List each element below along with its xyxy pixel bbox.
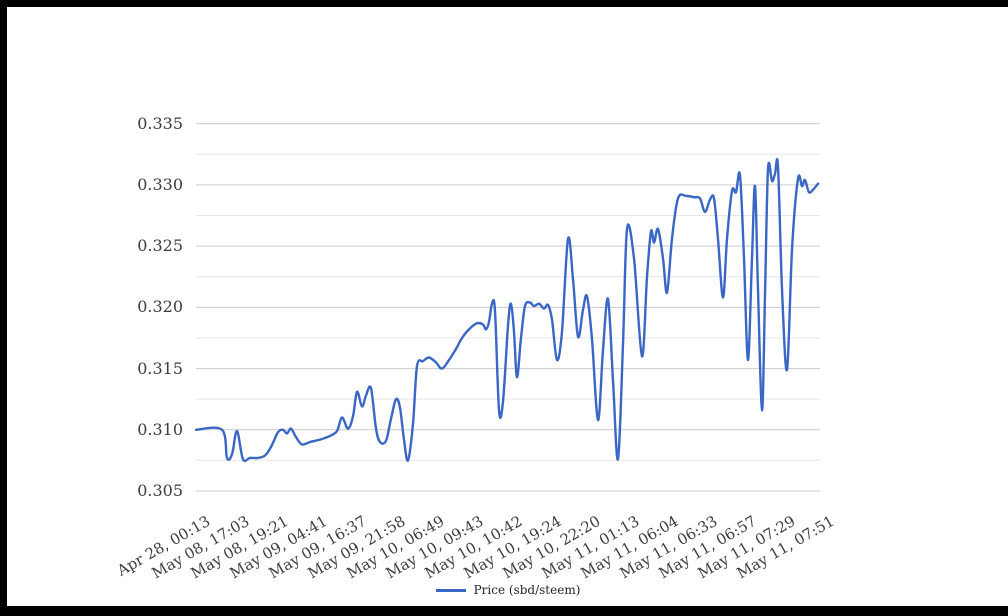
y-tick-label: 0.310 [137,419,183,439]
price-series-line [194,158,820,463]
chart-legend: Price (sbd/steem) [196,583,820,597]
y-tick-label: 0.335 [137,113,183,133]
y-tick-label: 0.325 [137,236,183,256]
price-line-chart [194,123,820,492]
chart-paper: 0.305 0.310 0.315 0.320 0.325 0.330 0.335 Apr … [7,7,1008,606]
y-tick-label: 0.305 [137,481,183,500]
y-tick-label: 0.330 [137,174,183,194]
y-tick-label: 0.320 [137,297,183,317]
y-tick-label: 0.315 [137,358,183,378]
legend-line-swatch [435,588,466,592]
legend-label: Price (sbd/steem) [473,583,581,597]
